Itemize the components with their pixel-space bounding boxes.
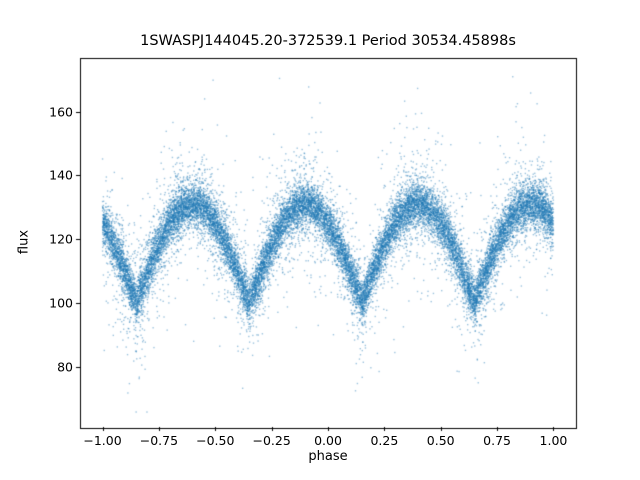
x-tick-label: −0.25: [252, 433, 291, 448]
y-tick-label: 120: [49, 231, 73, 247]
x-tick-label: 0.25: [370, 433, 399, 448]
y-tick-label: 100: [49, 295, 73, 311]
x-tick-label: 0.00: [314, 433, 342, 448]
x-tick-label: −0.75: [139, 433, 179, 448]
x-tick-label: 0.75: [483, 433, 511, 448]
x-axis-label: phase: [308, 449, 348, 464]
y-axis-label: flux: [16, 229, 32, 255]
x-tick-label: 1.00: [539, 433, 568, 448]
y-tick-label: 80: [57, 359, 73, 375]
plot-title: 1SWASPJ144045.20-372539.1 Period 30534.4…: [140, 33, 516, 49]
y-tick-label: 160: [49, 104, 73, 120]
x-tick-label: −1.00: [83, 433, 122, 448]
x-tick-label: −0.50: [196, 433, 235, 448]
y-tick-label: 140: [49, 167, 73, 183]
x-tick-label: 0.50: [426, 433, 455, 448]
